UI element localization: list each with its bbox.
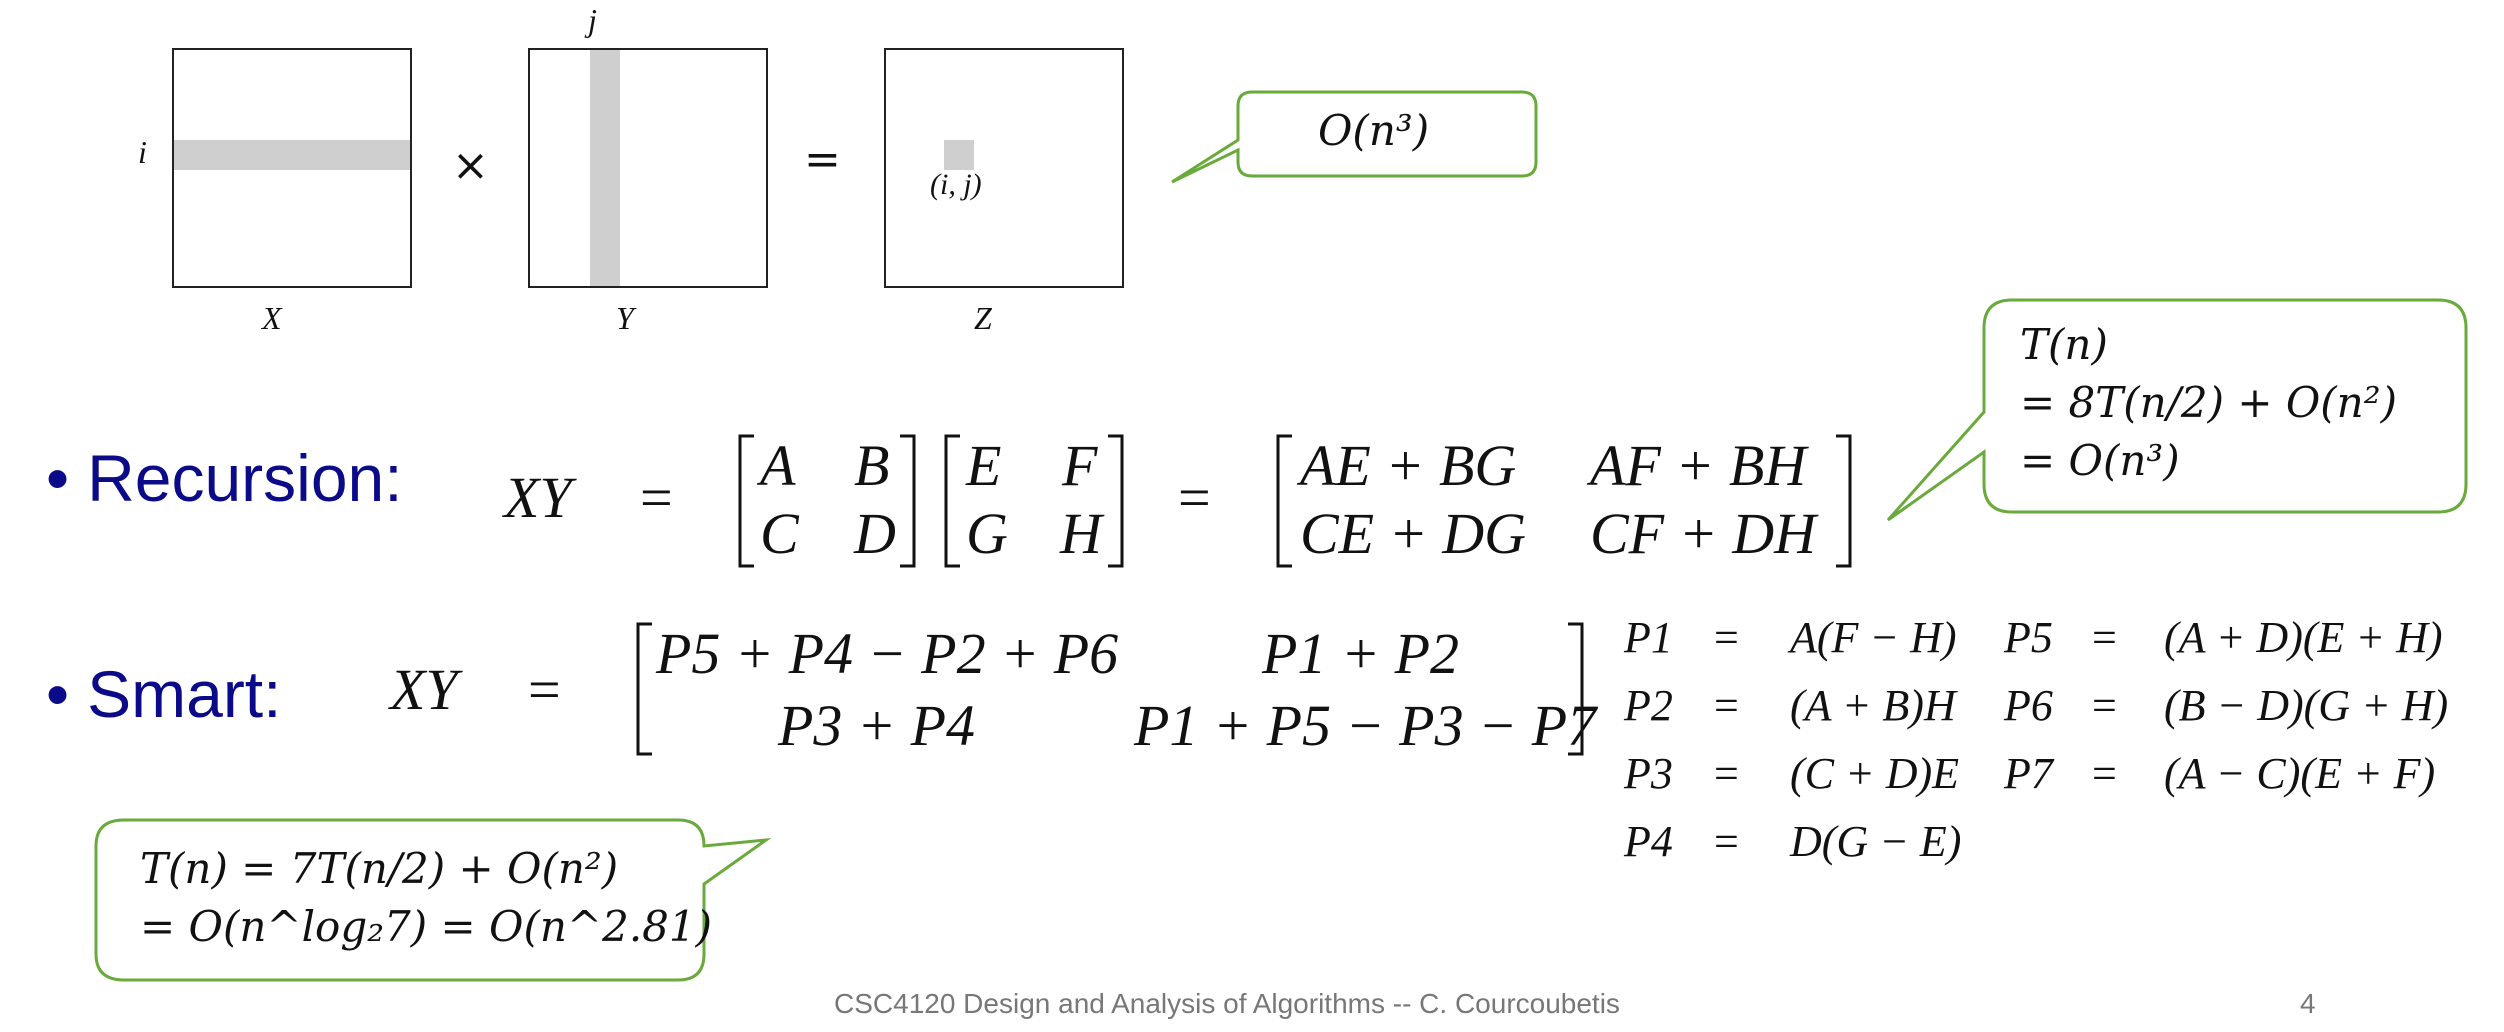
matrix-z-label: Z [974, 300, 992, 336]
p1-eq: = [1714, 613, 1739, 662]
smart-left-bracket [636, 622, 652, 756]
m1-b: B [854, 433, 890, 498]
callout-smart-line1: T(n) = 7T(n/2) + O(n²) [140, 844, 619, 893]
smart-eq: = [528, 657, 561, 722]
cell-highlight [944, 140, 974, 170]
m1-right-bracket [900, 434, 916, 568]
result-right-bracket [1836, 434, 1852, 568]
recursion-eq1: = [640, 465, 673, 530]
p4-eq: = [1714, 817, 1739, 866]
p7-eq: = [2092, 749, 2117, 798]
p5-name: P5 [2004, 613, 2053, 662]
m2-g: G [966, 501, 1008, 566]
p7-expr: (A − C)(E + F) [2164, 749, 2436, 798]
recursion-eq2: = [1178, 465, 1211, 530]
m2-left-bracket [944, 434, 960, 568]
p4-name: P4 [1624, 817, 1673, 866]
p2-name: P2 [1624, 681, 1673, 730]
p2-eq: = [1714, 681, 1739, 730]
result-12: AF + BH [1590, 433, 1807, 498]
matrix-y-label: Y [616, 300, 634, 336]
p1-expr: A(F − H) [1790, 613, 1957, 662]
p5-expr: (A + D)(E + H) [2164, 613, 2443, 662]
p7-name: P7 [2004, 749, 2053, 798]
matrix-y [528, 48, 768, 288]
result-11: AE + BG [1300, 433, 1517, 498]
col-j-label: j [588, 2, 597, 38]
recursion-heading: • Recursion: [46, 440, 403, 516]
p4-expr: D(G − E) [1790, 817, 1962, 866]
smart-cell-12: P1 + P2 [1262, 621, 1459, 686]
row-highlight [174, 140, 410, 170]
m1-a: A [760, 433, 796, 498]
cell-ij-label: (i, j) [930, 168, 982, 201]
callout-smart-shape [94, 818, 772, 982]
column-highlight [590, 50, 620, 286]
callout-naive-shape [1171, 90, 1538, 184]
m2-e: E [966, 433, 1002, 498]
m1-c: C [760, 501, 799, 566]
smart-cell-21: P3 + P4 [778, 693, 975, 758]
smart-cell-22: P1 + P5 − P3 − P7 [1134, 693, 1597, 758]
callout-recursion-line2: = 8T(n/2) + O(n²) [2020, 378, 2397, 427]
times-symbol: × [452, 140, 489, 191]
smart-heading: • Smart: [46, 656, 281, 732]
bullet-dot: • [46, 657, 70, 731]
m2-f: F [1062, 433, 1098, 498]
callout-recursion-line3: = O(n³) [2020, 436, 2180, 485]
footer-course: CSC4120 Design and Analysis of Algorithm… [834, 988, 1620, 1019]
result-left-bracket [1276, 434, 1292, 568]
m1-d: D [854, 501, 896, 566]
matrix-x-label: X [262, 300, 282, 336]
m1-left-bracket [738, 434, 754, 568]
callout-recursion-shape [1886, 298, 2468, 522]
footer-page-number: 4 [2300, 988, 2316, 1019]
p2-expr: (A + B)H [1790, 681, 1956, 730]
smart-right-bracket [1568, 622, 1584, 756]
p6-eq: = [2092, 681, 2117, 730]
matrix-x [172, 48, 412, 288]
p3-eq: = [1714, 749, 1739, 798]
p1-name: P1 [1624, 613, 1673, 662]
result-21: CE + DG [1300, 501, 1527, 566]
matrix-z: (i, j) [884, 48, 1124, 288]
callout-naive-text: O(n³) [1318, 106, 1430, 155]
recursion-lhs: XY [504, 465, 572, 530]
smart-lhs: XY [390, 657, 458, 722]
callout-recursion-line1: T(n) [2020, 320, 2108, 369]
smart-heading-text: Smart: [87, 657, 282, 731]
smart-cell-11: P5 + P4 − P2 + P6 [656, 621, 1119, 686]
p3-name: P3 [1624, 749, 1673, 798]
m2-h: H [1060, 501, 1102, 566]
p6-expr: (B − D)(G + H) [2164, 681, 2449, 730]
result-22: CF + DH [1590, 501, 1817, 566]
p6-name: P6 [2004, 681, 2053, 730]
bullet-dot: • [46, 441, 70, 515]
equals-symbol: = [804, 134, 841, 185]
callout-smart-line2: = O(n^log₂7) = O(n^2.81) [140, 902, 713, 951]
m2-right-bracket [1108, 434, 1124, 568]
recursion-heading-text: Recursion: [87, 441, 403, 515]
p3-expr: (C + D)E [1790, 749, 1959, 798]
p5-eq: = [2092, 613, 2117, 662]
row-i-label: i [138, 134, 147, 170]
